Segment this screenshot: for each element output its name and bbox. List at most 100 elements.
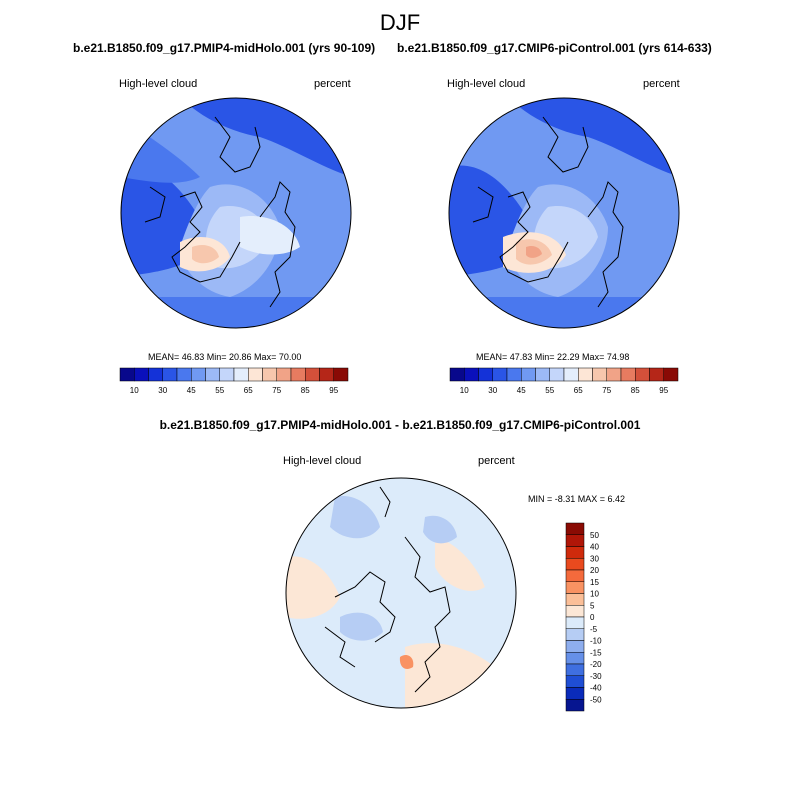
colorbar-swatch	[521, 367, 536, 382]
colorbar-swatch	[620, 367, 636, 382]
coastline	[324, 486, 451, 693]
colorbar-swatch	[119, 367, 135, 382]
colorbar-swatch	[290, 367, 306, 382]
colorbar-swatch	[565, 699, 585, 712]
colorbar-swatch	[565, 522, 585, 535]
colorbar-swatch	[205, 367, 220, 382]
colorbar-swatch	[333, 367, 349, 382]
map-fill-negative	[340, 612, 383, 641]
colorbar-swatch	[191, 367, 206, 382]
colorbar-tick-label: -10	[590, 637, 602, 646]
colorbar-tick-label: 15	[590, 578, 599, 587]
colorbar-tick-label: 0	[590, 613, 595, 622]
colorbar-tick-label: -40	[590, 684, 602, 693]
colorbar-tick-label: 45	[517, 386, 526, 395]
colorbar-tick-label: 75	[272, 386, 281, 395]
map-fill-pale-band	[240, 216, 300, 255]
colorbar-swatch	[563, 367, 579, 382]
colorbar-tick-label: 10	[130, 386, 139, 395]
colorbar-swatch	[176, 367, 192, 382]
colorbar-swatch	[248, 367, 263, 382]
colorbar-swatch	[565, 581, 585, 594]
map-fill-lower-blue	[121, 297, 351, 328]
colorbar-swatch	[233, 367, 249, 382]
colorbar-tick-label: -50	[590, 695, 602, 704]
coastline	[144, 116, 296, 308]
colorbar-tick-label: 50	[590, 531, 599, 540]
panel-1-colorbar: 10 30 45 55 65 75 85 95	[119, 367, 349, 395]
panel-3-variable-label: High-level cloud	[283, 455, 362, 467]
figure-title: DJF	[379, 10, 421, 35]
colorbar-tick-label: 5	[590, 601, 595, 610]
panel-3-units-label: percent	[478, 455, 515, 467]
panel-1-units-label: percent	[314, 78, 351, 90]
map-fill-orange	[192, 245, 219, 264]
colorbar-swatch	[464, 367, 479, 382]
colorbar-swatch	[549, 367, 565, 382]
colorbar-tick-label: 55	[545, 386, 554, 395]
colorbar-swatch	[565, 616, 585, 629]
panel-1-variable-label: High-level cloud	[119, 78, 198, 90]
panel-2-units-label: percent	[643, 78, 680, 90]
panel-1-polar-map	[120, 97, 352, 329]
colorbar-swatch	[592, 367, 607, 382]
map-fill-negative	[330, 496, 380, 539]
colorbar-swatch	[492, 367, 508, 382]
colorbar-tick-label: 65	[244, 386, 253, 395]
colorbar-swatch	[565, 675, 585, 688]
panel-3-polar-map	[285, 477, 517, 709]
colorbar-tick-label: -15	[590, 648, 602, 657]
colorbar-tick-label: -20	[590, 660, 602, 669]
colorbar-tick-label: 75	[602, 386, 611, 395]
colorbar-swatch	[565, 663, 585, 676]
colorbar-swatch	[649, 367, 664, 382]
panel-3-stats: MIN = -8.31 MAX = 6.42	[528, 494, 626, 504]
colorbar-swatch	[565, 534, 585, 547]
panel-1-stats: MEAN= 46.83 Min= 20.86 Max= 70.00	[148, 352, 302, 362]
panel-2-subtitle: b.e21.B1850.f09_g17.CMIP6-piControl.001 …	[397, 41, 712, 55]
colorbar-swatch	[478, 367, 493, 382]
colorbar-tick-label: 20	[590, 566, 599, 575]
colorbar-tick-label: 85	[301, 386, 310, 395]
panel-2-stats: MEAN= 47.83 Min= 22.29 Max= 74.98	[476, 352, 630, 362]
colorbar-swatch	[663, 367, 679, 382]
colorbar-tick-label: 95	[329, 386, 338, 395]
colorbar-swatch	[148, 367, 163, 382]
colorbar-tick-label: 10	[590, 590, 599, 599]
map-fill-positive	[286, 556, 340, 619]
colorbar-swatch	[535, 367, 550, 382]
colorbar-swatch	[565, 605, 585, 618]
colorbar-tick-label: 30	[158, 386, 167, 395]
map-fill-positive	[435, 537, 485, 591]
colorbar-swatch	[565, 687, 585, 700]
panel-3-subtitle: b.e21.B1850.f09_g17.PMIP4-midHolo.001 - …	[159, 418, 641, 432]
map-fill-positive-peak	[399, 655, 414, 669]
panel-2-variable-label: High-level cloud	[447, 78, 526, 90]
colorbar-tick-label: 55	[215, 386, 224, 395]
colorbar-swatch	[276, 367, 292, 382]
colorbar-swatch	[565, 558, 585, 571]
colorbar-swatch	[219, 367, 235, 382]
map-fill-lower-blue	[449, 297, 679, 328]
colorbar-swatch	[578, 367, 593, 382]
colorbar-tick-label: 10	[460, 386, 469, 395]
colorbar-swatch	[565, 546, 585, 559]
colorbar-tick-label: 30	[488, 386, 497, 395]
colorbar-swatch	[565, 593, 585, 606]
colorbar-tick-label: 65	[574, 386, 583, 395]
colorbar-swatch	[449, 367, 465, 382]
colorbar-swatch	[162, 367, 178, 382]
colorbar-swatch	[565, 640, 585, 653]
colorbar-swatch	[305, 367, 320, 382]
colorbar-swatch	[262, 367, 277, 382]
colorbar-swatch	[635, 367, 650, 382]
colorbar-tick-label: 85	[631, 386, 640, 395]
colorbar-swatch	[134, 367, 149, 382]
colorbar-swatch	[565, 628, 585, 641]
colorbar-swatch	[565, 652, 585, 665]
coastline	[472, 116, 624, 308]
colorbar-swatch	[606, 367, 622, 382]
panel-1-subtitle: b.e21.B1850.f09_g17.PMIP4-midHolo.001 (y…	[73, 41, 376, 55]
colorbar-swatch	[565, 569, 585, 582]
